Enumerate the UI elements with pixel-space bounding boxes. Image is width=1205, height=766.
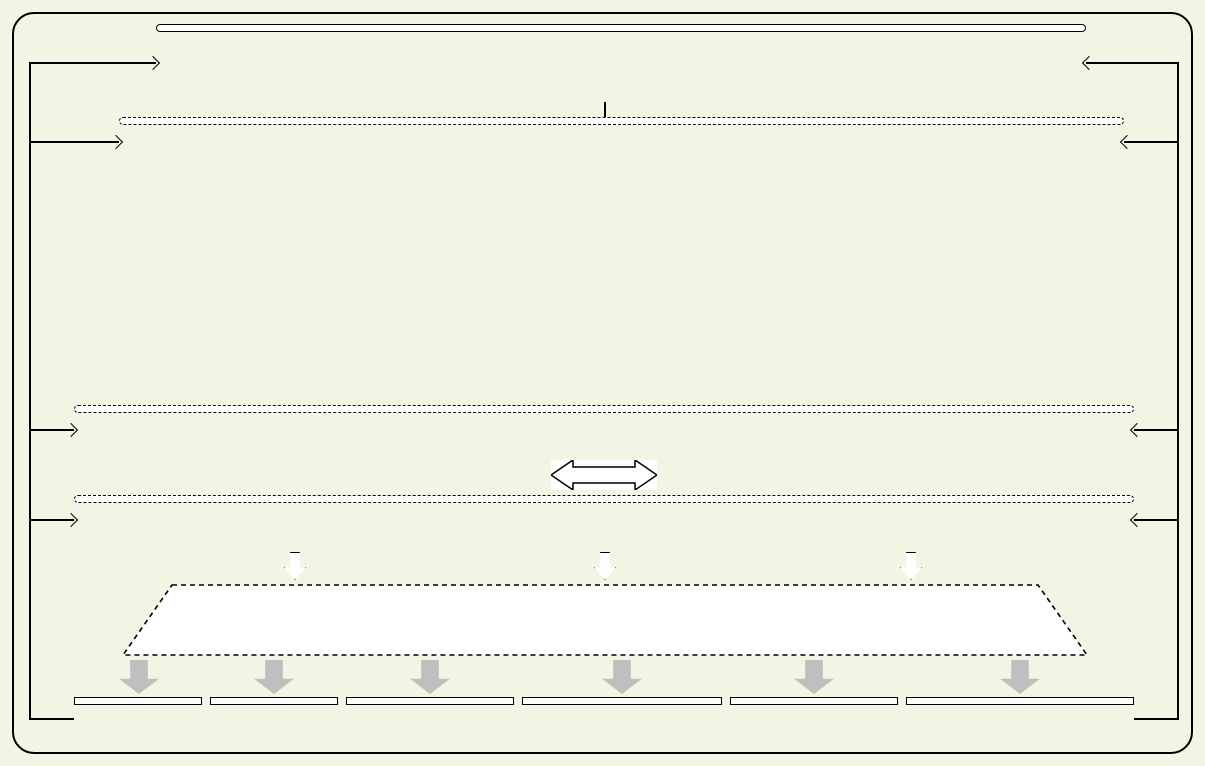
grey-arrow-icon [254,660,294,694]
doctrine-box [119,117,1124,125]
grey-arrow-icon [602,660,642,694]
target-2-1 [522,697,722,705]
grey-arrow-icon [410,660,450,694]
grey-arrow-icon [119,660,159,694]
concept-box [156,24,1086,32]
target-1-3 [346,697,514,705]
basis-line2 [122,590,1088,610]
arrow-down-icon [900,552,922,580]
target-1-2 [210,697,338,705]
double-arrow-icon [551,460,657,490]
law-box [74,495,1134,503]
grey-arrow-icon [1000,660,1040,694]
basis-trapezoid [122,584,1088,656]
arrow-down-icon [594,552,616,580]
diagram-frame [12,12,1193,754]
grey-arrow-icon [794,660,834,694]
strategy-box [74,405,1134,413]
arrow-down-icon [284,552,306,580]
target-1-1 [74,697,202,705]
target-2-2 [730,697,898,705]
target-2-3 [906,697,1134,705]
